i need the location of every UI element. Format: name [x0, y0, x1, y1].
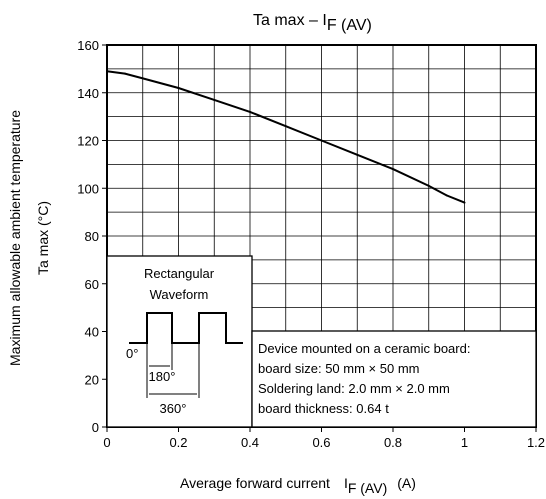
x-tick-label: 0.8 — [384, 435, 402, 450]
angle-zero-label: 0° — [126, 346, 138, 361]
series-point — [284, 125, 287, 128]
device-note-line: board size: 50 mm × 50 mm — [258, 361, 419, 376]
chart-title: Ta max – IF (AV) — [253, 12, 372, 34]
y-tick-label: 20 — [85, 372, 99, 387]
x-tick-label: 0.6 — [312, 435, 330, 450]
series-point — [213, 98, 216, 101]
y-tick-label: 100 — [77, 181, 99, 196]
series-point — [249, 110, 251, 113]
series-point — [392, 168, 394, 171]
y-tick-label: 120 — [77, 134, 99, 149]
device-note-line: Soldering land: 2.0 mm × 2.0 mm — [258, 381, 450, 396]
y-axis-label-line1: Maximum allowable ambient temperature — [7, 110, 23, 366]
y-tick-label: 80 — [85, 229, 99, 244]
waveform-title-line2: Waveform — [150, 287, 209, 302]
x-tick-label: 0.2 — [169, 435, 187, 450]
x-tick-label: 0.4 — [241, 435, 259, 450]
y-tick-label: 140 — [77, 86, 99, 101]
device-note-line: Device mounted on a ceramic board: — [258, 341, 470, 356]
series-layer — [106, 70, 466, 204]
waveform-title-line1: Rectangular — [144, 266, 215, 281]
waveform-box — [106, 255, 253, 428]
waveform-inset: Rectangular Waveform 0° 180° 360° — [106, 255, 253, 428]
x-tick-label: 1.2 — [527, 435, 545, 450]
series-point — [320, 139, 323, 142]
rectangular-waveform — [129, 312, 243, 344]
series-point — [427, 184, 430, 187]
device-note-box — [251, 330, 537, 428]
series-point — [356, 153, 359, 156]
y-tick-label: 160 — [77, 38, 99, 53]
y-tick-label: 60 — [85, 277, 99, 292]
series-point — [177, 86, 180, 89]
angle-on-label: 180° — [149, 369, 176, 384]
y-tick-label: 40 — [85, 325, 99, 340]
x-axis-label: Average forward current IF (AV) (A) — [180, 475, 416, 496]
x-tick-label: 1 — [461, 435, 468, 450]
y-tick-label: 0 — [92, 420, 99, 435]
series-point — [123, 72, 126, 75]
series-point — [141, 77, 144, 80]
y-axis-label-line2: Ta max (°C) — [35, 201, 51, 275]
device-note-line: board thickness: 0.64 t — [258, 401, 389, 416]
device-note: Device mounted on a ceramic board: board… — [251, 330, 537, 428]
series-point — [463, 201, 466, 204]
x-tick-label: 0 — [103, 435, 110, 450]
series-point — [445, 194, 448, 197]
angle-period-label: 360° — [160, 401, 187, 416]
tick-labels: 0 0.2 0.4 0.6 0.8 1 1.2 0 20 40 60 80 100 120 140 160 — [77, 38, 545, 450]
